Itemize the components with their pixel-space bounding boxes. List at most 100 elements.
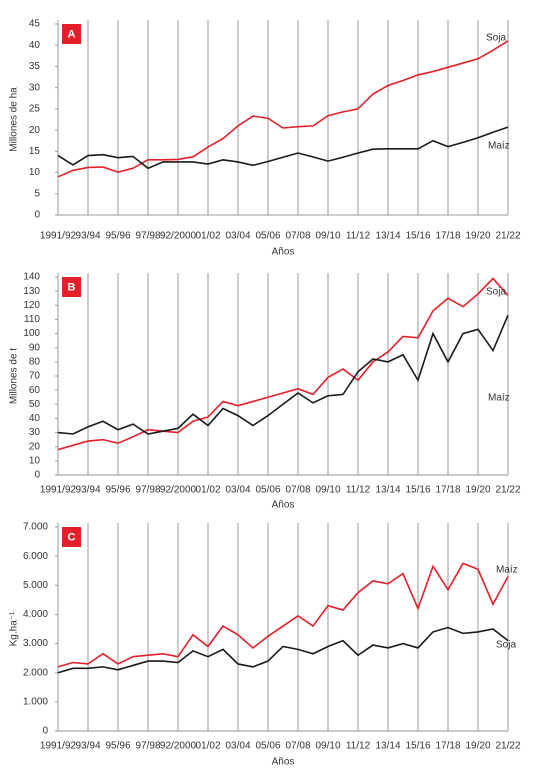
x-tick-label: 93/94 — [75, 485, 100, 496]
y-tick-label: 5 — [34, 188, 40, 199]
x-tick-label: 07/08 — [285, 485, 310, 496]
y-tick-label: 140 — [23, 272, 40, 283]
x-tick-label: 1991/92 — [40, 485, 77, 496]
series-line — [57, 562, 509, 668]
y-tick-label: 2.000 — [23, 667, 48, 678]
y-tick-label: 100 — [23, 328, 40, 339]
x-tick-label: 11/12 — [346, 485, 371, 496]
series-label: Maíz — [488, 393, 510, 404]
x-tick-label: 21/22 — [495, 485, 520, 496]
x-tick-label: 13/14 — [375, 231, 400, 242]
x-tick-label: 92/2000 — [160, 485, 197, 496]
x-tick-label: 97/98 — [135, 485, 160, 496]
y-tick-label: 40 — [29, 413, 41, 424]
y-tick-label: 110 — [24, 314, 40, 325]
x-tick-label: 05/06 — [255, 741, 280, 752]
y-tick-label: 20 — [29, 441, 41, 452]
y-tick-label: 35 — [29, 61, 41, 72]
x-tick-label: 01/02 — [195, 741, 220, 752]
x-tick-label: 09/10 — [315, 231, 340, 242]
x-tick-label: 11/12 — [346, 231, 371, 242]
series-line — [57, 40, 509, 178]
series-label: Soja — [496, 640, 516, 651]
panel-label-box — [62, 527, 81, 547]
x-tick-label: 03/04 — [225, 485, 250, 496]
y-tick-label: 4.000 — [23, 609, 48, 620]
y-tick-label: 45 — [29, 19, 41, 30]
x-tick-label: 21/22 — [495, 231, 520, 242]
x-tick-label: 15/16 — [405, 231, 430, 242]
x-tick-label: 13/14 — [375, 485, 400, 496]
y-tick-label: 80 — [29, 356, 41, 367]
y-tick-label: 10 — [29, 455, 41, 466]
y-tick-label: 15 — [29, 146, 41, 157]
panel-label: B — [68, 281, 76, 293]
series-line — [57, 626, 509, 674]
x-tick-label: 97/98 — [135, 741, 160, 752]
y-tick-label: 130 — [23, 286, 40, 297]
panel-label: C — [68, 531, 76, 543]
y-tick-label: 6.000 — [23, 551, 48, 562]
x-tick-label: 15/16 — [405, 741, 430, 752]
x-axis-title: Años — [272, 247, 295, 258]
series-line — [57, 314, 509, 435]
x-tick-label: 1991/92 — [40, 741, 77, 752]
x-tick-label: 19/20 — [465, 741, 490, 752]
x-tick-label: 95/96 — [105, 485, 130, 496]
x-tick-label: 01/02 — [195, 231, 220, 242]
x-axis-title: Años — [272, 500, 295, 511]
x-tick-label: 19/20 — [465, 231, 490, 242]
x-tick-label: 17/18 — [435, 231, 460, 242]
x-tick-label: 1991/92 — [40, 231, 77, 242]
y-axis-title: Millones de t — [9, 348, 20, 404]
x-tick-label: 95/96 — [105, 231, 130, 242]
y-tick-label: 60 — [29, 385, 41, 396]
x-tick-label: 19/20 — [465, 485, 490, 496]
x-tick-label: 97/98 — [135, 231, 160, 242]
y-tick-label: 25 — [29, 104, 41, 115]
panel-label: A — [68, 28, 76, 40]
x-tick-label: 13/14 — [375, 741, 400, 752]
series-label: Maíz — [496, 565, 518, 576]
x-tick-label: 21/22 — [495, 741, 520, 752]
y-tick-label: 40 — [29, 40, 41, 51]
x-tick-label: 95/96 — [105, 741, 130, 752]
x-tick-label: 09/10 — [315, 741, 340, 752]
y-tick-label: 70 — [29, 371, 41, 382]
series-label: Soja — [486, 287, 506, 298]
series-line — [57, 126, 509, 170]
y-tick-label: 50 — [29, 399, 41, 410]
y-axis-title: Kg.ha⁻¹ — [9, 611, 20, 646]
x-axis-title: Años — [272, 757, 295, 768]
series-line — [57, 277, 509, 451]
y-tick-label: 0 — [34, 470, 40, 481]
x-tick-label: 09/10 — [315, 485, 340, 496]
x-tick-label: 05/06 — [255, 231, 280, 242]
x-tick-label: 17/18 — [435, 485, 460, 496]
x-tick-label: 01/02 — [195, 485, 220, 496]
x-tick-label: 07/08 — [285, 741, 310, 752]
x-tick-label: 03/04 — [225, 741, 250, 752]
x-tick-label: 93/94 — [75, 231, 100, 242]
x-tick-label: 17/18 — [435, 741, 460, 752]
x-tick-label: 05/06 — [255, 485, 280, 496]
y-tick-label: 30 — [29, 427, 41, 438]
x-tick-label: 93/94 — [75, 741, 100, 752]
y-tick-label: 20 — [29, 125, 41, 136]
y-tick-label: 10 — [29, 167, 41, 178]
y-tick-label: 0 — [42, 726, 48, 737]
panel-label-box — [62, 24, 81, 44]
y-tick-label: 120 — [23, 300, 40, 311]
y-tick-label: 7.000 — [23, 522, 48, 533]
x-tick-label: 92/2000 — [160, 741, 197, 752]
panel-label-box — [62, 277, 81, 297]
y-tick-label: 90 — [29, 342, 41, 353]
y-tick-label: 1.000 — [23, 696, 48, 707]
y-tick-label: 5.000 — [23, 580, 48, 591]
x-tick-label: 11/12 — [346, 741, 371, 752]
x-tick-label: 92/2000 — [160, 231, 197, 242]
x-tick-label: 15/16 — [405, 485, 430, 496]
series-label: Soja — [486, 33, 506, 44]
x-tick-label: 03/04 — [225, 231, 250, 242]
